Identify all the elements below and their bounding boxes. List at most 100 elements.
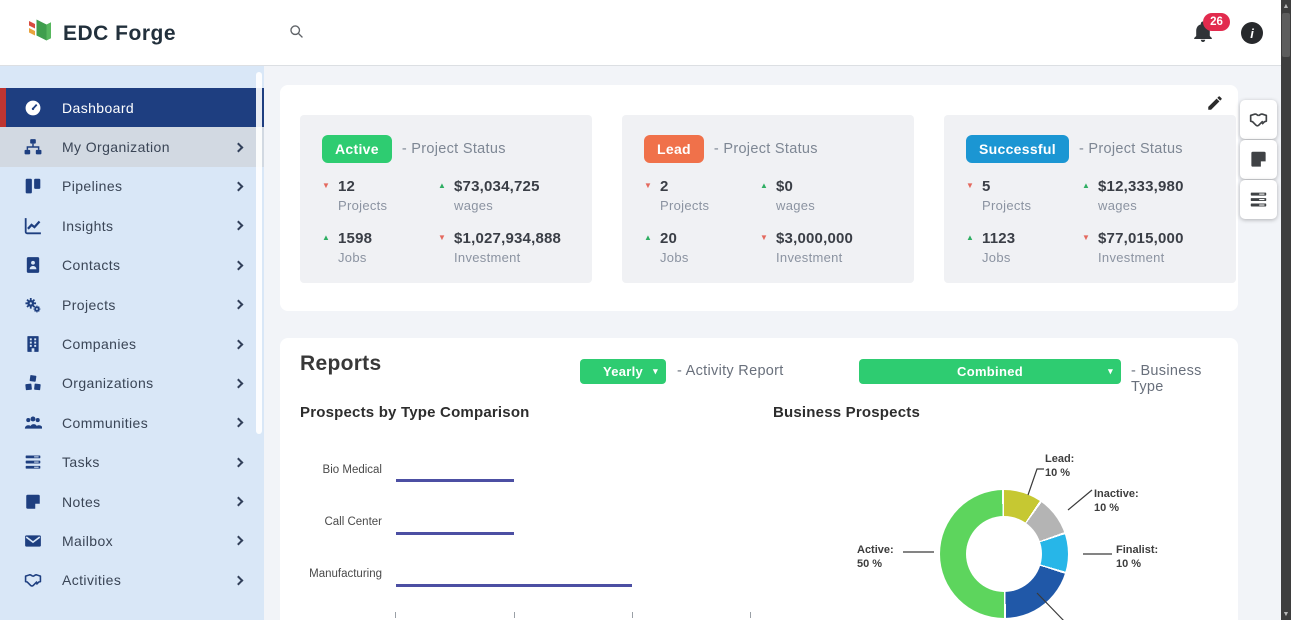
reports-title: Reports (300, 352, 382, 375)
notifications-button[interactable]: 26 (1191, 13, 1230, 46)
trend-arrow-icon (644, 230, 660, 242)
activities-handshake-icon (24, 571, 42, 589)
sidebar-item-communities[interactable]: Communities (0, 403, 264, 442)
sidebar-item-insights[interactable]: Insights (0, 206, 264, 245)
notes-quick-button[interactable] (1240, 140, 1277, 179)
donut-label-inactive: Inactive: 10 % (1094, 488, 1139, 515)
sidebar-item-tasks[interactable]: Tasks (0, 443, 264, 482)
status-badge: Successful (966, 135, 1069, 163)
chevron-right-icon (233, 260, 244, 271)
business-type-select[interactable]: Combined ▾ (859, 359, 1121, 384)
sidebar-item-pipelines[interactable]: Pipelines (0, 167, 264, 206)
notes-sticky-icon (24, 493, 42, 511)
notification-badge: 26 (1203, 13, 1230, 31)
trend-arrow-icon (1082, 178, 1098, 190)
page-scrollbar[interactable]: ▲ ▼ (1281, 0, 1291, 620)
edit-pencil-icon[interactable] (1204, 93, 1226, 115)
scrollbar-thumb[interactable] (1282, 13, 1290, 57)
bar-manufacturing (396, 584, 632, 587)
trend-arrow-icon (438, 178, 454, 190)
app-logo[interactable]: EDC Forge (25, 16, 176, 51)
sticky-note-icon (1251, 151, 1267, 168)
bar-chart-title: Prospects by Type Comparison (300, 404, 530, 421)
sidebar-scrollbar[interactable] (256, 72, 262, 434)
activity-report-label: - Activity Report (677, 363, 784, 379)
sidebar-item-mailbox[interactable]: Mailbox (0, 521, 264, 560)
chevron-right-icon (233, 339, 244, 349)
chevron-right-icon (233, 417, 244, 428)
sidebar-item-companies[interactable]: Companies (0, 324, 264, 363)
axis-tick (632, 612, 633, 618)
organization-sitemap-icon (24, 138, 42, 156)
sidebar-item-label: Organizations (62, 375, 154, 392)
sidebar-item-label: Notes (62, 493, 101, 510)
insights-chart-icon (24, 217, 42, 235)
sidebar: Dashboard My Organization Pipelines (0, 66, 264, 620)
companies-building-icon (24, 335, 42, 353)
trend-arrow-icon (322, 230, 338, 242)
trend-arrow-icon (322, 178, 338, 190)
bar-category-label: Call Center (324, 516, 382, 528)
contacts-address-book-icon (24, 256, 42, 274)
search-icon[interactable] (286, 23, 306, 43)
business-type-value: Combined (957, 364, 1023, 379)
dashboard-icon (24, 99, 42, 117)
status-badge: Lead (644, 135, 704, 163)
sidebar-item-my-organization[interactable]: My Organization (0, 127, 264, 167)
tasks-quick-button[interactable] (1240, 180, 1277, 219)
chevron-down-icon: ▾ (653, 366, 658, 376)
sidebar-item-organizations[interactable]: Organizations (0, 364, 264, 403)
logo-icon (25, 16, 55, 51)
axis-tick (750, 612, 751, 618)
info-button[interactable]: i (1241, 22, 1263, 44)
chevron-right-icon (233, 496, 244, 507)
activity-report-select[interactable]: Yearly ▾ (580, 359, 666, 384)
sidebar-item-label: Pipelines (62, 178, 123, 195)
sidebar-item-contacts[interactable]: Contacts (0, 246, 264, 285)
chevron-right-icon (233, 457, 244, 468)
mailbox-envelope-icon (24, 532, 42, 550)
sidebar-item-projects[interactable]: Projects (0, 285, 264, 324)
business-type-label: - Business Type (1131, 363, 1202, 395)
sidebar-item-label: Projects (62, 296, 116, 313)
reports-panel: Reports Yearly ▾ - Activity Report Combi… (280, 338, 1238, 620)
quick-actions-toolbar (1240, 100, 1277, 220)
handshake-icon (1249, 113, 1268, 127)
chevron-right-icon (233, 536, 244, 546)
sidebar-item-dashboard[interactable]: Dashboard (0, 88, 264, 128)
trend-arrow-icon (438, 230, 454, 242)
logo-text: EDC Forge (63, 21, 177, 45)
status-badge: Active (322, 135, 392, 163)
scroll-down-arrow[interactable]: ▼ (1282, 610, 1290, 618)
pipelines-icon (24, 177, 42, 195)
activities-quick-button[interactable] (1240, 100, 1277, 139)
app-header: EDC Forge 26 i (0, 0, 1281, 66)
sidebar-item-notes[interactable]: Notes (0, 482, 264, 521)
bar-bio-medical (396, 479, 514, 482)
status-suffix: - Project Status (713, 141, 818, 157)
sidebar-item-label: My Organization (62, 139, 170, 156)
trend-arrow-icon (760, 178, 776, 190)
sidebar-item-label: Activities (62, 572, 122, 589)
chevron-right-icon (233, 181, 244, 192)
sidebar-item-label: Companies (62, 336, 137, 353)
chevron-right-icon (233, 575, 244, 586)
projects-gears-icon (24, 296, 42, 314)
chevron-right-icon (233, 142, 244, 153)
scroll-up-arrow[interactable]: ▲ (1282, 2, 1290, 10)
donut-label-active: Active: 50 % (857, 544, 894, 571)
sidebar-item-activities[interactable]: Activities (0, 561, 264, 600)
trend-arrow-icon (644, 178, 660, 190)
bar-category-label: Bio Medical (322, 464, 382, 476)
